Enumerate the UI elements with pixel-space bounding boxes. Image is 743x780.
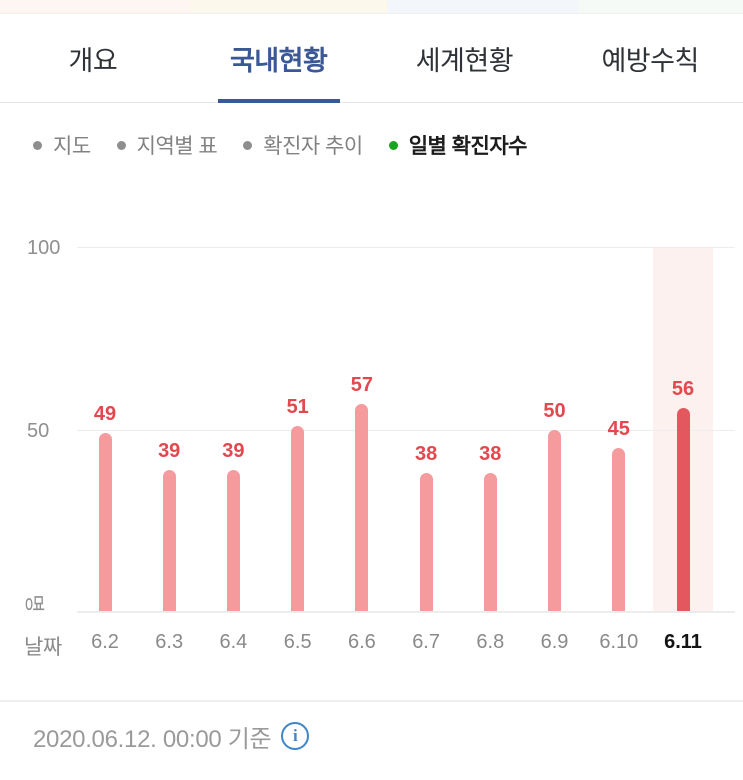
y-tick-label-100: 100 [27,237,61,259]
cropped-content-strip [0,0,743,14]
subnav-item-label: 지역별 표 [136,135,218,158]
tab-item-2[interactable]: 세계현황 [415,45,514,76]
cropped-card-pink [0,0,190,13]
footer-divider [0,700,743,702]
gridline-100 [77,247,735,248]
bar-value-label: 38 [479,443,502,466]
cropped-card-blue [387,0,578,13]
chart-type-nav: 지도 지역별 표 확진자 추이 일별 확진자수 [33,121,527,169]
x-tick-label-6.7: 6.7 [412,631,440,653]
tab-item-1[interactable]: 국내현황 [186,14,372,102]
bar-6.8[interactable] [483,473,497,612]
bar-value-label: 57 [350,374,374,396]
x-tick-label-6.11: 6.11 [664,631,702,653]
y-axis-unit-label: 명 [22,594,45,613]
subnav-item-2[interactable]: 확진자 추이 [243,130,363,160]
x-tick-label-6.8: 6.8 [476,631,505,653]
bar-6.9[interactable] [548,429,561,612]
cropped-card-yellow [190,0,387,13]
tab-item-0[interactable]: 개요 [68,45,118,76]
bar-value-label: 39 [222,439,245,462]
subnav-item-label: 확진자 추이 [263,135,363,158]
subnav-item-0[interactable]: 지도 [33,130,91,160]
bar-6.2[interactable] [98,433,112,612]
bar-value-label: 38 [414,443,438,466]
x-tick-label-6.5: 6.5 [283,631,312,653]
data-timestamp-row: 2020.06.12. 00:00 기준 i [33,719,310,753]
y-tick-label-50: 50 [27,420,50,442]
bar-value-label: 39 [158,439,181,462]
bar-6.4[interactable] [226,469,240,612]
subnav-item-label: 일별 확진자수 [408,135,528,158]
info-icon[interactable]: i [281,722,310,750]
x-axis-line [77,611,735,613]
bar-6.5[interactable] [291,425,305,613]
x-tick-label-6.3: 6.3 [155,631,184,653]
tab-bar: 개요 국내현황 세계현황 예방수칙 [0,14,743,103]
x-tick-label-6.4: 6.4 [219,631,248,653]
active-bullet-icon [388,140,398,150]
subnav-item-3[interactable]: 일별 확진자수 [388,130,528,160]
bar-6.3[interactable] [162,469,176,612]
x-tick-label-6.10: 6.10 [599,631,639,653]
as-of-timestamp: 2020.06.12. 00:00 기준 [33,725,272,753]
subnav-item-label: 지도 [53,135,91,158]
x-tick-label-6.2: 6.2 [91,631,119,653]
cropped-card-green [578,0,743,13]
bar-value-label: 49 [93,403,117,426]
gridline-50 [77,430,735,431]
bullet-icon [243,140,253,150]
tab-item-3[interactable]: 예방수칙 [601,45,699,76]
subnav-item-1[interactable]: 지역별 표 [116,130,218,160]
bar-value-label: 50 [543,399,566,422]
bar-value-label: 45 [607,417,630,440]
x-tick-label-6.6: 6.6 [347,631,376,653]
bar-6.7[interactable] [419,473,433,612]
bar-value-label: 56 [671,377,695,400]
bar-6.10[interactable] [612,447,626,613]
bullet-icon [33,140,42,150]
bar-value-label: 51 [286,395,309,418]
bar-6.11[interactable] [676,407,690,612]
bar-6.6[interactable] [355,404,369,612]
bullet-icon [116,140,126,150]
x-tick-label-6.9: 6.9 [540,631,569,653]
x-axis-label: 날짜 [24,636,62,659]
